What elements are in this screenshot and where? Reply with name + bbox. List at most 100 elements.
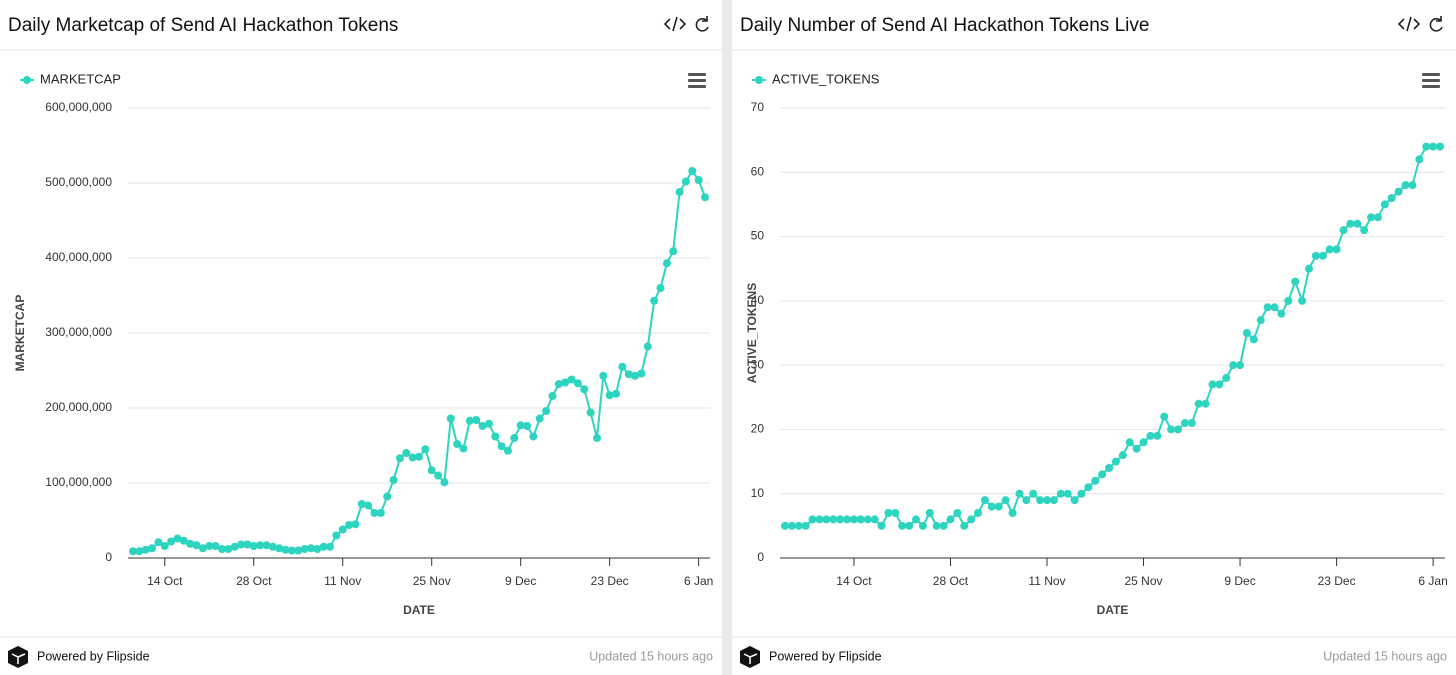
data-point[interactable] bbox=[148, 544, 157, 553]
refresh-icon[interactable] bbox=[1429, 16, 1443, 32]
data-point[interactable] bbox=[925, 509, 934, 517]
data-point[interactable] bbox=[1091, 476, 1100, 485]
data-point[interactable] bbox=[946, 515, 955, 524]
data-point[interactable] bbox=[389, 476, 398, 484]
data-point[interactable] bbox=[561, 378, 570, 387]
data-point[interactable] bbox=[1049, 496, 1058, 505]
data-point[interactable] bbox=[332, 531, 341, 540]
data-point[interactable] bbox=[459, 444, 468, 453]
menu-icon[interactable] bbox=[1422, 79, 1440, 82]
data-point[interactable] bbox=[1339, 226, 1348, 235]
data-point[interactable] bbox=[154, 538, 163, 547]
data-point[interactable] bbox=[1256, 316, 1265, 325]
data-point[interactable] bbox=[1429, 142, 1438, 151]
data-point[interactable] bbox=[516, 421, 525, 430]
data-point[interactable] bbox=[669, 247, 678, 256]
data-point[interactable] bbox=[1084, 483, 1093, 492]
data-point[interactable] bbox=[1125, 438, 1134, 447]
data-point[interactable] bbox=[523, 422, 532, 430]
data-point[interactable] bbox=[605, 391, 614, 400]
data-point[interactable] bbox=[967, 515, 976, 524]
data-point[interactable] bbox=[453, 440, 462, 448]
data-point[interactable] bbox=[787, 521, 796, 530]
data-point[interactable] bbox=[313, 545, 322, 553]
data-point[interactable] bbox=[1242, 329, 1251, 337]
data-point[interactable] bbox=[849, 515, 858, 524]
data-point[interactable] bbox=[662, 259, 671, 268]
menu-icon[interactable] bbox=[1422, 73, 1440, 76]
data-point[interactable] bbox=[1380, 200, 1389, 209]
data-point[interactable] bbox=[415, 452, 423, 461]
footer-brand[interactable]: Powered by Flipside bbox=[769, 649, 882, 663]
data-point[interactable] bbox=[1139, 438, 1148, 447]
data-point[interactable] bbox=[510, 434, 519, 442]
data-point[interactable] bbox=[580, 385, 589, 394]
data-point[interactable] bbox=[694, 176, 703, 184]
data-point[interactable] bbox=[1249, 335, 1258, 344]
data-point[interactable] bbox=[262, 541, 271, 550]
data-point[interactable] bbox=[1015, 489, 1024, 498]
data-point[interactable] bbox=[402, 449, 411, 457]
data-point[interactable] bbox=[781, 521, 789, 530]
data-point[interactable] bbox=[980, 496, 989, 505]
menu-icon[interactable] bbox=[1422, 85, 1440, 88]
data-point[interactable] bbox=[918, 521, 927, 530]
data-point[interactable] bbox=[1043, 496, 1051, 505]
data-point[interactable] bbox=[1063, 489, 1072, 498]
legend-label[interactable]: ACTIVE_TOKENS bbox=[772, 71, 880, 86]
data-point[interactable] bbox=[306, 544, 315, 553]
data-point[interactable] bbox=[1111, 457, 1120, 466]
data-point[interactable] bbox=[1153, 431, 1162, 440]
data-point[interactable] bbox=[960, 521, 969, 530]
data-point[interactable] bbox=[870, 515, 879, 524]
data-point[interactable] bbox=[701, 193, 709, 202]
data-point[interactable] bbox=[446, 414, 455, 423]
data-point[interactable] bbox=[1277, 309, 1286, 318]
data-point[interactable] bbox=[1394, 187, 1403, 196]
data-point[interactable] bbox=[160, 542, 169, 550]
data-point[interactable] bbox=[217, 545, 226, 553]
data-point[interactable] bbox=[567, 375, 576, 384]
data-point[interactable] bbox=[599, 371, 608, 380]
data-point[interactable] bbox=[1208, 380, 1217, 389]
data-point[interactable] bbox=[167, 537, 176, 546]
data-point[interactable] bbox=[484, 419, 493, 428]
data-point[interactable] bbox=[529, 432, 538, 441]
data-point[interactable] bbox=[1298, 296, 1307, 305]
data-point[interactable] bbox=[1367, 213, 1376, 222]
data-point[interactable] bbox=[554, 380, 563, 388]
data-point[interactable] bbox=[1353, 219, 1362, 228]
data-point[interactable] bbox=[179, 536, 188, 545]
data-point[interactable] bbox=[1422, 142, 1431, 151]
data-point[interactable] bbox=[912, 515, 920, 524]
data-point[interactable] bbox=[1105, 464, 1114, 472]
data-point[interactable] bbox=[905, 521, 914, 530]
data-point[interactable] bbox=[675, 188, 684, 196]
data-point[interactable] bbox=[1311, 251, 1320, 260]
data-point[interactable] bbox=[1174, 425, 1182, 434]
data-point[interactable] bbox=[953, 509, 962, 517]
data-point[interactable] bbox=[478, 422, 487, 430]
data-point[interactable] bbox=[370, 509, 379, 517]
data-point[interactable] bbox=[1222, 374, 1231, 382]
data-point[interactable] bbox=[503, 446, 512, 455]
data-point[interactable] bbox=[592, 434, 601, 442]
data-point[interactable] bbox=[256, 541, 265, 550]
data-point[interactable] bbox=[932, 521, 941, 530]
data-point[interactable] bbox=[618, 362, 627, 371]
data-point[interactable] bbox=[129, 547, 137, 556]
data-point[interactable] bbox=[141, 545, 150, 554]
data-point[interactable] bbox=[829, 515, 838, 524]
data-point[interactable] bbox=[1401, 181, 1410, 190]
menu-icon[interactable] bbox=[688, 79, 706, 82]
data-point[interactable] bbox=[1373, 213, 1382, 222]
data-point[interactable] bbox=[300, 545, 309, 553]
data-point[interactable] bbox=[688, 167, 697, 175]
data-point[interactable] bbox=[1318, 251, 1327, 260]
data-point[interactable] bbox=[198, 544, 207, 553]
data-point[interactable] bbox=[548, 392, 557, 400]
data-point[interactable] bbox=[1291, 277, 1300, 286]
data-point[interactable] bbox=[624, 370, 633, 379]
data-point[interactable] bbox=[1160, 412, 1169, 421]
data-point[interactable] bbox=[877, 521, 886, 530]
